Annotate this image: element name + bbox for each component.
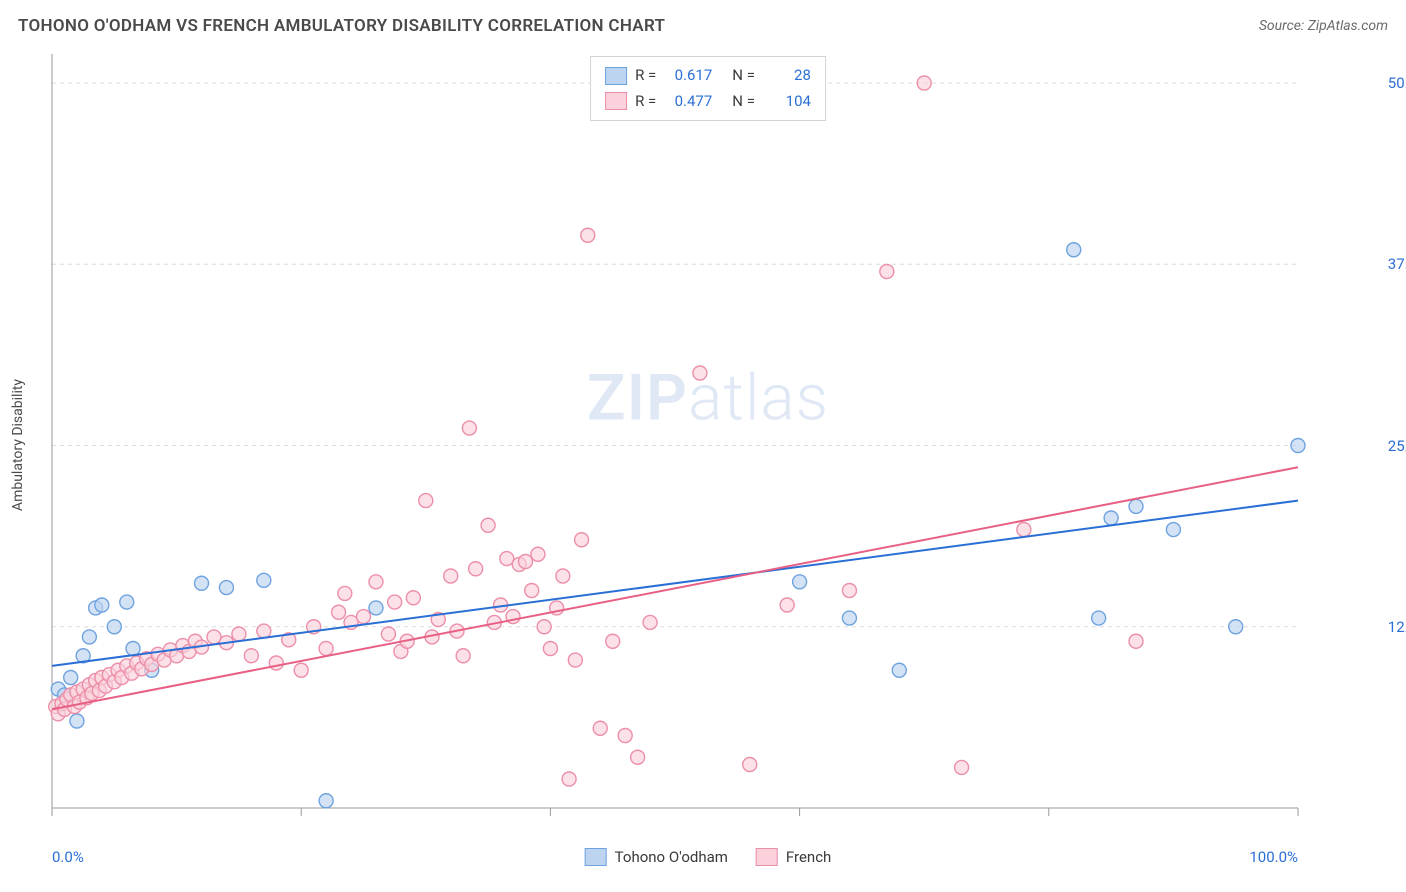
legend-series: Tohono O'odham French (585, 848, 832, 866)
chart-title: TOHONO O'ODHAM VS FRENCH AMBULATORY DISA… (18, 16, 665, 36)
legend-r-value: 0.617 (664, 63, 712, 89)
legend-series-item: Tohono O'odham (585, 848, 728, 866)
legend-r-value: 0.477 (664, 89, 712, 115)
x-tick-label: 0.0% (52, 848, 84, 866)
y-tick-label: 25.0% (1388, 437, 1406, 455)
legend-n-value: 104 (763, 89, 811, 115)
legend-swatch (605, 92, 627, 110)
y-tick-label: 12.5% (1388, 618, 1406, 636)
legend-swatch (585, 848, 607, 866)
y-tick-label: 50.0% (1388, 74, 1406, 92)
legend-r-label: R = (635, 89, 656, 115)
scatter-plot (48, 50, 1368, 840)
y-tick-label: 37.5% (1388, 255, 1406, 273)
legend-r-label: R = (635, 63, 656, 89)
y-axis-label: Ambulatory Disability (10, 379, 26, 511)
legend-row: R = 0.477 N = 104 (605, 89, 811, 115)
x-tick-label: 100.0% (1249, 848, 1298, 866)
chart-area: Ambulatory Disability ZIPatlas R = 0.617… (48, 50, 1368, 840)
legend-series-name: Tohono O'odham (615, 848, 728, 866)
legend-n-label: N = (732, 63, 755, 89)
chart-header: TOHONO O'ODHAM VS FRENCH AMBULATORY DISA… (18, 16, 1388, 36)
legend-swatch (605, 67, 627, 85)
legend-n-label: N = (732, 89, 755, 115)
legend-series-name: French (786, 848, 831, 866)
legend-swatch (756, 848, 778, 866)
legend-correlation: R = 0.617 N = 28 R = 0.477 N = 104 (590, 56, 826, 121)
chart-source: Source: ZipAtlas.com (1259, 18, 1388, 34)
legend-n-value: 28 (763, 63, 811, 89)
legend-series-item: French (756, 848, 831, 866)
legend-row: R = 0.617 N = 28 (605, 63, 811, 89)
